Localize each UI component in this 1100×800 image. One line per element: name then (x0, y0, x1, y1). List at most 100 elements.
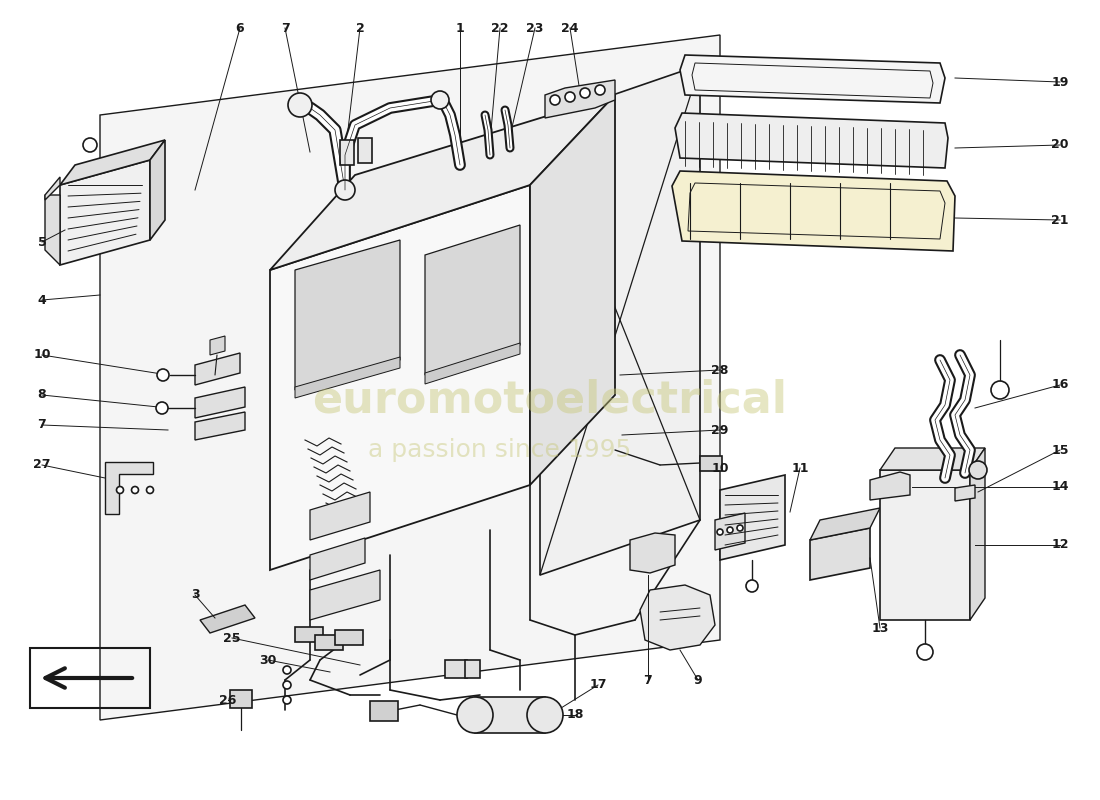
Text: 22: 22 (492, 22, 508, 34)
Polygon shape (195, 412, 245, 440)
Circle shape (746, 580, 758, 592)
Text: 14: 14 (1052, 481, 1069, 494)
Circle shape (336, 180, 355, 200)
Polygon shape (640, 585, 715, 650)
Polygon shape (715, 513, 745, 550)
Text: 29: 29 (712, 423, 728, 437)
Text: 8: 8 (37, 389, 46, 402)
Circle shape (156, 402, 168, 414)
Text: 26: 26 (219, 694, 236, 706)
Polygon shape (310, 492, 370, 540)
Polygon shape (100, 35, 721, 720)
Text: 2: 2 (355, 22, 364, 34)
Text: 30: 30 (260, 654, 277, 666)
Polygon shape (955, 485, 975, 501)
Polygon shape (210, 336, 225, 355)
Polygon shape (200, 605, 255, 633)
Text: 6: 6 (235, 22, 244, 34)
Polygon shape (675, 113, 948, 168)
Circle shape (146, 486, 154, 494)
Circle shape (283, 666, 292, 674)
Bar (315, 635, 343, 650)
Polygon shape (672, 171, 955, 251)
Text: 7: 7 (280, 22, 289, 34)
Polygon shape (195, 387, 245, 418)
Text: 20: 20 (1052, 138, 1069, 151)
Text: 10: 10 (712, 462, 728, 474)
Bar (370, 701, 398, 721)
Text: 18: 18 (566, 709, 584, 722)
Circle shape (283, 696, 292, 704)
Circle shape (132, 486, 139, 494)
Polygon shape (530, 95, 615, 485)
Circle shape (717, 529, 723, 535)
Circle shape (737, 525, 742, 531)
Bar (465, 660, 480, 678)
Text: 23: 23 (526, 22, 543, 34)
Text: 4: 4 (37, 294, 46, 306)
Circle shape (565, 92, 575, 102)
Polygon shape (150, 140, 165, 240)
Circle shape (456, 697, 493, 733)
Text: 19: 19 (1052, 75, 1069, 89)
Polygon shape (270, 185, 530, 570)
Text: 7: 7 (644, 674, 652, 686)
Circle shape (550, 95, 560, 105)
Bar (700, 456, 722, 471)
Circle shape (595, 85, 605, 95)
Circle shape (117, 486, 123, 494)
Bar (446, 660, 468, 678)
Text: 12: 12 (1052, 538, 1069, 551)
Text: 9: 9 (694, 674, 702, 686)
Polygon shape (630, 533, 675, 573)
Text: 25: 25 (223, 631, 241, 645)
Polygon shape (310, 538, 365, 580)
Circle shape (727, 527, 733, 533)
Polygon shape (475, 697, 544, 733)
Polygon shape (810, 528, 870, 580)
Circle shape (283, 681, 292, 689)
Text: 27: 27 (33, 458, 51, 471)
Text: 28: 28 (712, 363, 728, 377)
Text: 13: 13 (871, 622, 889, 634)
Bar (30, 648, 150, 708)
Text: 16: 16 (1052, 378, 1069, 391)
Polygon shape (45, 177, 60, 200)
Polygon shape (540, 65, 700, 575)
Polygon shape (310, 570, 380, 620)
Bar (358, 138, 372, 163)
Text: 5: 5 (37, 235, 46, 249)
Circle shape (431, 91, 449, 109)
Polygon shape (544, 80, 615, 118)
Polygon shape (425, 343, 520, 384)
Circle shape (969, 461, 987, 479)
Circle shape (527, 697, 563, 733)
Text: 3: 3 (190, 589, 199, 602)
Polygon shape (270, 95, 615, 270)
Text: euromotoelectrical: euromotoelectrical (312, 378, 788, 422)
Text: 10: 10 (33, 349, 51, 362)
Bar (340, 140, 354, 165)
Circle shape (917, 644, 933, 660)
Text: 24: 24 (561, 22, 579, 34)
Polygon shape (425, 225, 520, 375)
Polygon shape (45, 195, 60, 265)
Polygon shape (295, 357, 400, 398)
Polygon shape (720, 475, 785, 560)
Polygon shape (60, 140, 165, 185)
Polygon shape (870, 472, 910, 500)
Polygon shape (970, 448, 985, 620)
Circle shape (580, 88, 590, 98)
Text: 11: 11 (791, 462, 808, 474)
Text: a passion since 1995: a passion since 1995 (368, 438, 631, 462)
Polygon shape (880, 448, 984, 470)
Bar (230, 690, 252, 708)
Circle shape (157, 369, 169, 381)
Text: 1: 1 (455, 22, 464, 34)
Bar (295, 627, 323, 642)
Polygon shape (60, 160, 150, 265)
Circle shape (991, 381, 1009, 399)
Polygon shape (680, 55, 945, 103)
Text: 15: 15 (1052, 443, 1069, 457)
Polygon shape (104, 462, 153, 514)
